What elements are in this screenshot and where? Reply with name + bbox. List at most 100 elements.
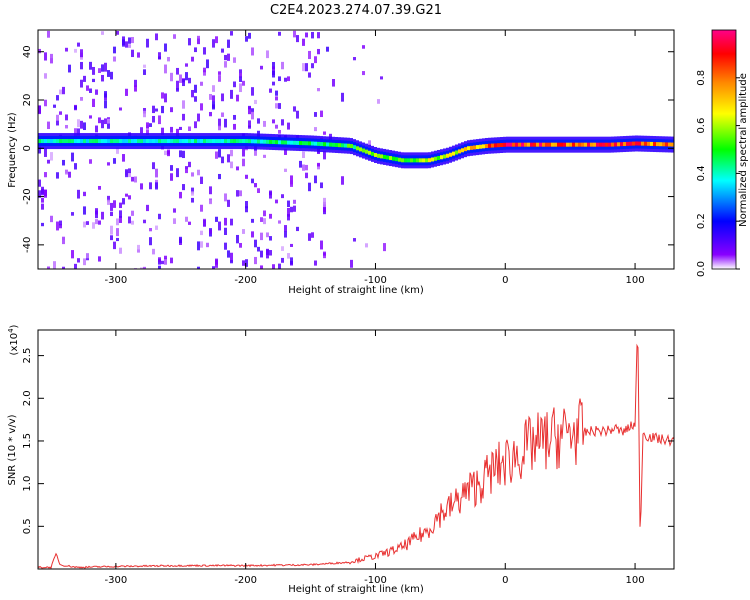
spectrogram-noise-cell (131, 220, 134, 225)
spectrogram-noise-cell (323, 251, 326, 256)
colorbar-tick-label: 0.0 (696, 261, 707, 277)
colorbar: 0.0 0.2 0.4 0.6 0.8 Normalized spectral ampl… (696, 29, 749, 277)
spectrogram-ridge-core (431, 157, 434, 162)
spectrogram-noise-cell (38, 190, 41, 198)
spectrogram-noise-cell (83, 206, 86, 215)
spectrogram-noise-cell (65, 114, 68, 121)
spectrogram-ridge-core (581, 142, 584, 147)
spectrogram-ridge-core (122, 139, 125, 144)
spectrogram-noise-cell (164, 64, 167, 74)
spectrogram-noise-cell (176, 80, 179, 90)
spectrogram-noise-cell (242, 158, 245, 167)
spectrogram-noise-cell (248, 120, 251, 128)
spectrogram-noise-cell (200, 241, 203, 248)
spectrogram-noise-cell (143, 69, 146, 75)
spectrogram-noise-cell (293, 106, 296, 112)
spectrogram-noise-cell (215, 259, 218, 268)
spectrogram-noise-cell (302, 151, 305, 159)
spectrogram-noise-cell (179, 126, 182, 131)
colorbar-gradient (711, 29, 737, 270)
spectrogram-noise-cell (158, 52, 161, 60)
spectrogram-ridge-core (425, 158, 428, 163)
spectrogram-noise-cell (323, 151, 326, 160)
spectrogram-noise-cell (308, 72, 311, 78)
spectrogram-noise-cell (164, 93, 167, 103)
spectrogram-noise-cell (278, 220, 281, 224)
spectrogram-ridge-core (653, 142, 656, 147)
spectrogram-ridge-core (182, 139, 185, 144)
spectrogram-noise-cell (221, 156, 224, 164)
spectrogram-noise-cell (248, 125, 251, 129)
spectrogram-noise-cell (287, 76, 290, 82)
spectrogram-noise-cell (248, 32, 251, 39)
spectrogram-noise-cell (146, 129, 149, 135)
spectrogram-ridge-core (116, 139, 119, 144)
spectrogram-ridge-core (626, 141, 629, 146)
spectrogram-ridge-core (578, 142, 581, 147)
spectrogram-noise-cell (152, 248, 155, 255)
spectrogram-noise-cell (86, 221, 89, 225)
spectrogram-noise-cell (272, 66, 275, 76)
spectrogram-noise-cell (101, 31, 104, 35)
spectrogram-noise-cell (227, 53, 230, 61)
snr-ytick-label: 0.5 (22, 518, 33, 534)
spectrogram-ridge-core (65, 139, 68, 144)
spectrogram-noise-cell (323, 201, 326, 208)
spectrogram-ridge-core (269, 139, 272, 144)
spectrogram-noise-cell (224, 242, 227, 250)
spectrogram-noise-cell (137, 249, 140, 253)
spectrogram-ridge-core (518, 142, 521, 147)
spectrogram-noise-cell (83, 258, 86, 266)
spectrogram-noise-cell (239, 242, 242, 248)
spectrogram-noise-cell (161, 105, 164, 114)
spectrogram-noise-cell (44, 52, 47, 61)
spectrogram-noise-cell (65, 47, 68, 52)
spectrogram-noise-cell (56, 95, 59, 101)
spectrogram-ridge-core (74, 139, 77, 144)
spectrogram-xtick-label: 100 (626, 275, 645, 286)
spectrogram-noise-cell (278, 263, 281, 269)
spectrogram-noise-cell (278, 103, 281, 109)
spectrogram-noise-cell (53, 261, 56, 269)
spectrogram-noise-cell (233, 81, 236, 88)
spectrogram-noise-cell (242, 260, 245, 266)
spectrogram-ridge-core (362, 148, 365, 153)
spectrogram-ridge-core (293, 140, 296, 145)
spectrogram-noise-cell (74, 128, 77, 137)
spectrogram-noise-cell (68, 64, 71, 73)
snr-ylabel: SNR (10 * v/v) (7, 414, 18, 485)
spectrogram-noise-cell (263, 120, 266, 127)
spectrogram-ridge-core (344, 143, 347, 148)
spectrogram-noise-cell (77, 42, 80, 47)
spectrogram-noise-cell (110, 71, 113, 80)
spectrogram-noise-cell (107, 120, 110, 129)
spectrogram-noise-cell (290, 180, 293, 187)
spectrogram-noise-cell (242, 80, 245, 86)
spectrogram-noise-cell (170, 107, 173, 113)
spectrogram-noise-cell (89, 61, 92, 70)
spectrogram-ridge-core (71, 139, 74, 144)
spectrogram-ridge-core (530, 142, 533, 147)
spectrogram-noise-cell (179, 236, 182, 243)
spectrogram-ridge-core (230, 139, 233, 144)
spectrogram-noise-cell (257, 188, 260, 194)
spectrogram-noise-cell (152, 162, 155, 170)
spectrogram-noise-cell (113, 46, 116, 54)
spectrogram-ytick-label: 40 (22, 45, 33, 58)
spectrogram-noise-cell (314, 175, 317, 184)
spectrogram-noise-cell (110, 235, 113, 241)
spectrogram-ridge-core (584, 142, 587, 147)
spectrogram-noise-cell (221, 112, 224, 117)
spectrogram-noise-cell (236, 166, 239, 171)
spectrogram-ridge-core (374, 152, 377, 157)
snr-ytick-label: 2.5 (22, 348, 33, 364)
spectrogram-ylabel: Frequency (Hz) (7, 112, 18, 188)
spectrogram-ridge-core (470, 145, 473, 150)
spectrogram-noise-cell (56, 120, 59, 126)
spectrogram-ytick-label: 20 (22, 94, 33, 107)
spectrogram-noise-cell (305, 63, 308, 72)
spectrogram-ridge-core (332, 142, 335, 147)
spectrogram-ridge-core (323, 142, 326, 147)
spectrogram-noise-cell (230, 218, 233, 226)
